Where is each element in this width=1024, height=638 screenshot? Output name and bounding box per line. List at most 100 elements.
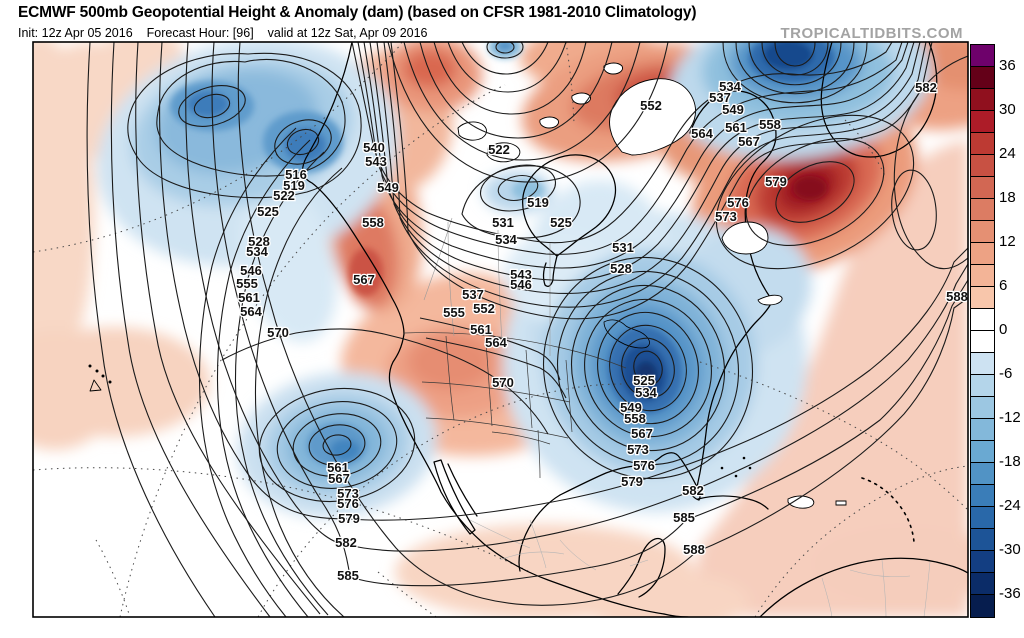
contour-label: 573 [627,442,649,457]
contour-label: 567 [328,471,350,486]
colorbar-cell [971,155,994,177]
contour-label: 522 [273,188,295,203]
contour-label: 573 [337,486,359,501]
colorbar-tick: 12 [999,233,1016,250]
height-contours [86,42,968,617]
contour-label: 582 [682,483,704,498]
colorbar-tick: -24 [999,497,1021,514]
colorbar-cell [971,397,994,419]
contour-label: 522 [488,142,510,157]
contour-label: 537 [462,287,484,302]
contour-label: 525 [257,204,279,219]
contour-label: 558 [759,117,781,132]
contour-label: 546 [240,263,262,278]
coastlines [88,42,968,617]
contour-label: 540 [363,140,385,155]
contour-label: 549 [722,102,744,117]
forecast-hour: Forecast Hour: [96] [146,26,254,40]
contour-label: 567 [631,426,653,441]
contour-label: 564 [240,304,262,319]
contour-label: 576 [727,195,749,210]
colorbar-cell [971,265,994,287]
colorbar-cell [971,375,994,397]
colorbar-tick: 24 [999,145,1016,162]
contour-label: 543 [510,267,532,282]
colorbar-cell [971,463,994,485]
contour-label: 534 [495,232,517,247]
colorbar-cell [971,507,994,529]
contour-label: 531 [492,215,514,230]
contour-label: 570 [492,375,514,390]
colorbar-cell [971,441,994,463]
contour-label: 549 [620,400,642,415]
colorbar-tick: 36 [999,57,1016,74]
colorbar-cell [971,331,994,353]
colorbar-cell [971,243,994,265]
colorbar-cell [971,221,994,243]
contour-label: 531 [612,240,634,255]
contour-label: 585 [673,510,695,525]
colorbar-cell [971,309,994,331]
contour-label: 573 [715,209,737,224]
contour-label: 525 [550,215,572,230]
contour-label: 519 [283,178,305,193]
colorbar-tick: -18 [999,453,1021,470]
contour-labels: 5165195225255285345465555615645705405435… [235,78,968,585]
colorbar-cell [971,573,994,595]
colorbar-cell [971,485,994,507]
colorbar-tick: 6 [999,277,1008,294]
colorbar-tick: 18 [999,189,1016,206]
colorbar-cell [971,551,994,573]
colorbar-cell [971,133,994,155]
contour-label: 516 [285,167,307,182]
contour-label: 588 [946,289,968,304]
contour-label: 537 [709,90,731,105]
colorbar-cell [971,111,994,133]
colorbar-cell [971,529,994,551]
colorbar-tick: -30 [999,541,1021,558]
colorbar-tick: -12 [999,409,1021,426]
contour-label: 555 [236,276,258,291]
contour-label: 552 [473,301,495,316]
contour-label: 546 [510,277,532,292]
colorbar-tick: -6 [999,365,1013,382]
contour-label: 519 [527,195,549,210]
contour-label: 576 [337,496,359,511]
contour-label: 579 [765,174,787,189]
anomaly-colorbar [970,44,995,618]
contour-label: 534 [719,79,741,94]
colorbar-cell [971,89,994,111]
contour-label: 561 [725,120,747,135]
contour-label: 567 [353,272,375,287]
colorbar-cell [971,419,994,441]
contour-label: 558 [362,215,384,230]
contour-label: 528 [610,261,632,276]
contour-label: 564 [485,335,507,350]
contour-label: 534 [635,385,657,400]
contour-label: 570 [267,325,289,340]
colorbar-cell [971,287,994,309]
contour-label: 555 [443,305,465,320]
contour-label: 567 [738,134,760,149]
colorbar-cell [971,199,994,221]
contour-label: 561 [327,460,349,475]
contour-label: 561 [470,322,492,337]
colorbar-cell [971,595,994,617]
colorbar-tick: 0 [999,321,1008,338]
contour-label: 588 [683,542,705,557]
contour-label: 543 [365,154,387,169]
colorbar-cell [971,67,994,89]
colorbar-cell [971,45,994,67]
colorbar-tick: 30 [999,101,1016,118]
contour-label: 558 [624,411,646,426]
contour-label: 564 [691,126,713,141]
colorbar-tick: -36 [999,585,1021,602]
colorbar-cell [971,353,994,375]
contour-label: 576 [633,458,655,473]
contour-label: 561 [238,290,260,305]
valid-time: valid at 12z Sat, Apr 09 2016 [267,26,428,40]
map-border [32,41,969,618]
run-info: Init: 12z Apr 05 2016 Forecast Hour: [96]… [18,26,442,40]
